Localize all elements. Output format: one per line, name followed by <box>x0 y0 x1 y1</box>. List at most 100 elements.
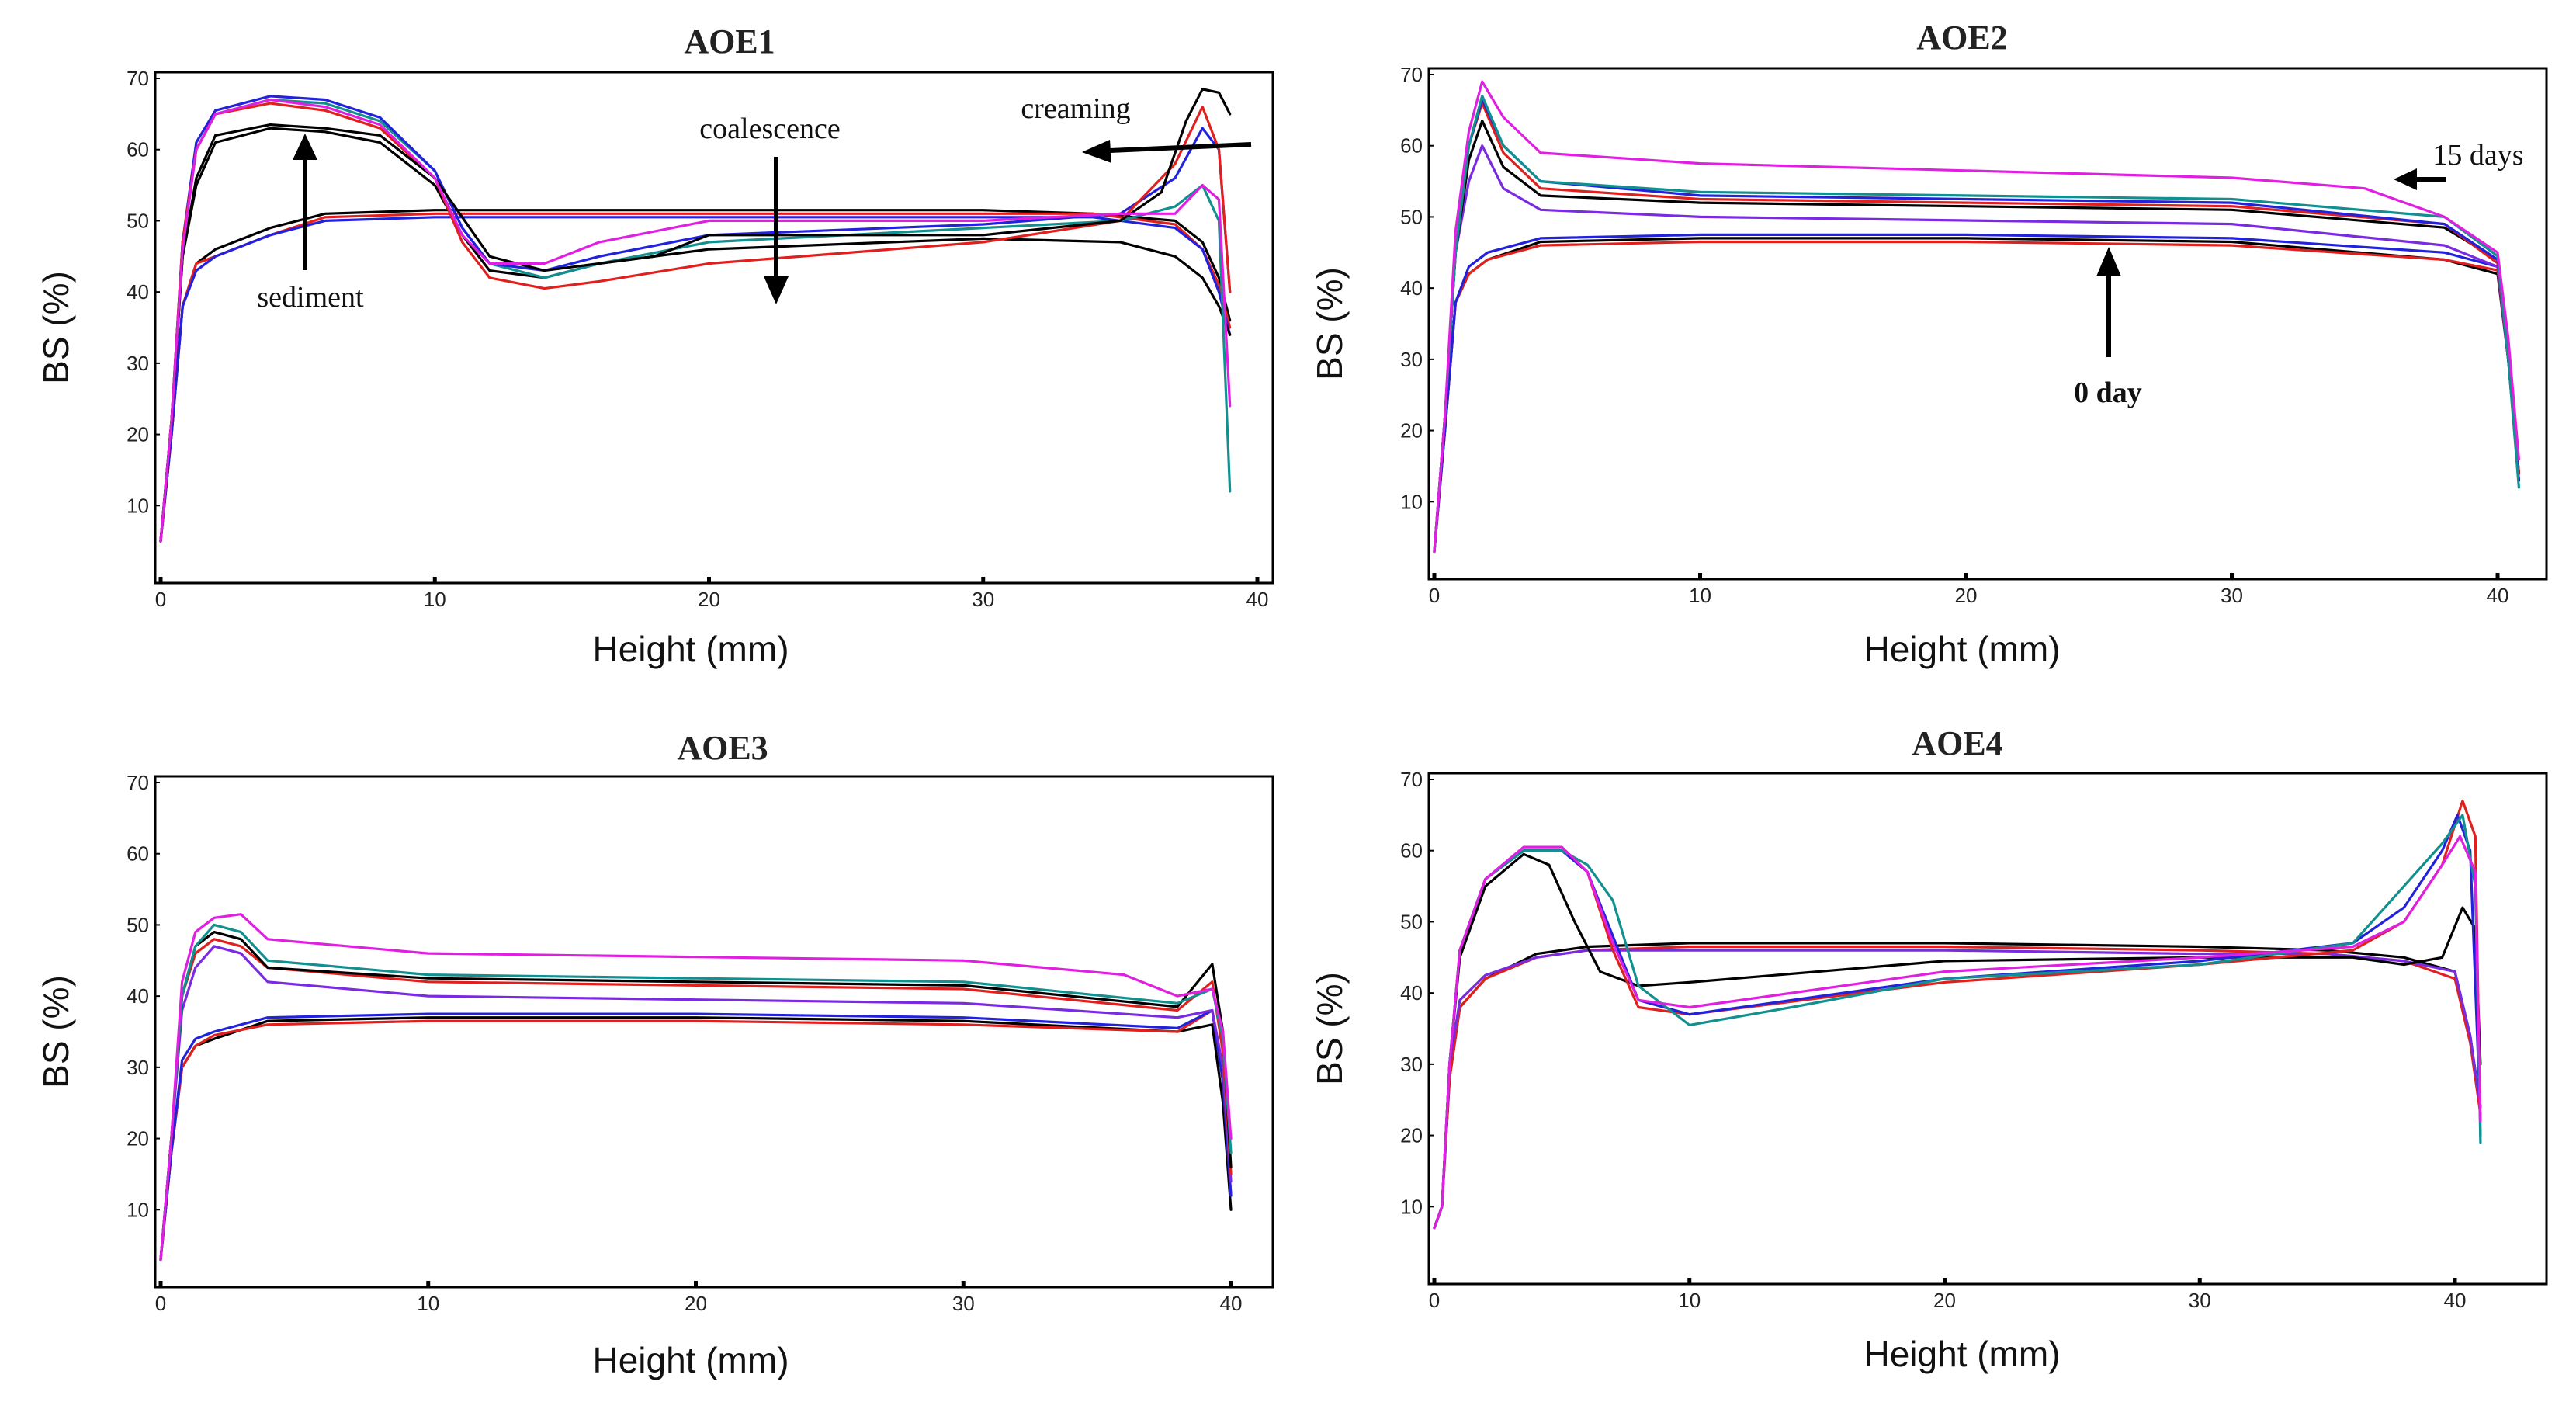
y-tick-label: 10 <box>1400 1195 1423 1218</box>
series-line <box>159 98 1232 543</box>
x-tick-label: 0 <box>1429 1289 1440 1312</box>
series-line <box>1433 835 2482 1230</box>
y-tick-label: 20 <box>1400 419 1423 442</box>
x-tick-group: 0 10 20 30 40 <box>155 577 1269 611</box>
y-tick-group: 10 20 30 40 50 60 70 <box>127 771 160 1221</box>
chart-title: AOE3 <box>677 729 768 767</box>
annotation-sediment: sediment <box>257 281 364 314</box>
y-tick-label: 30 <box>127 352 149 375</box>
series-line <box>1433 949 2482 1230</box>
x-axis-label: Height (mm) <box>1864 629 2060 669</box>
0-day-arrowhead <box>2096 247 2121 276</box>
y-tick-label: 70 <box>1400 768 1423 791</box>
x-tick-label: 30 <box>2189 1289 2211 1312</box>
series-line <box>1433 852 2482 1230</box>
annotation-0-day: 0 day <box>2074 377 2142 409</box>
y-axis-label: BS (%) <box>36 975 76 1088</box>
x-axis-label: Height (mm) <box>592 1340 789 1380</box>
plot-frame <box>154 775 1274 1289</box>
x-tick-label: 0 <box>1429 584 1440 607</box>
annotation-15-days: 15 days <box>2432 139 2523 172</box>
sediment-arrowhead <box>293 134 317 160</box>
series-line <box>1433 98 2520 554</box>
y-tick-label: 70 <box>1400 63 1423 86</box>
y-tick-label: 40 <box>1400 276 1423 300</box>
y-tick-label: 60 <box>127 842 149 866</box>
chart-title: AOE4 <box>1912 724 2002 762</box>
series-line <box>159 1016 1233 1262</box>
series-line <box>159 945 1233 1262</box>
coalescence-arrowhead <box>764 276 789 304</box>
x-tick-label: 0 <box>155 588 166 611</box>
y-tick-label: 10 <box>127 1198 149 1221</box>
x-tick-label: 30 <box>952 1292 975 1315</box>
series-line <box>1433 94 2520 554</box>
x-tick-label: 20 <box>1933 1289 1956 1312</box>
y-tick-label: 50 <box>127 209 149 232</box>
series-line <box>159 127 1232 543</box>
series-line <box>159 88 1232 543</box>
chart-panel-aoe2: AOE2 10 20 30 40 50 60 70 0 10 20 30 40 BS (%) Hei… <box>1309 19 2548 669</box>
series-line <box>1433 240 2520 554</box>
chart-title: AOE1 <box>684 23 775 61</box>
x-tick-label: 10 <box>1689 584 1711 607</box>
y-tick-label: 70 <box>127 771 149 794</box>
series-line <box>159 930 1233 1262</box>
series-line <box>159 923 1233 1262</box>
series-line <box>1433 799 2482 1230</box>
series-line <box>1433 942 2482 1230</box>
plot-series-group <box>1433 80 2520 554</box>
x-tick-label: 40 <box>2444 1289 2467 1312</box>
x-tick-label: 10 <box>1678 1289 1701 1312</box>
plot-series-group <box>1433 799 2482 1230</box>
y-tick-label: 50 <box>1400 205 1423 228</box>
series-line <box>159 913 1233 1262</box>
series-line <box>1433 233 2520 554</box>
annotation-coalescence: coalescence <box>699 113 840 145</box>
y-tick-group: 10 20 30 40 50 60 70 <box>127 67 160 517</box>
15-days-arrowhead <box>2394 168 2417 190</box>
y-tick-label: 10 <box>127 494 149 517</box>
x-tick-label: 20 <box>1955 584 1978 607</box>
y-tick-label: 20 <box>127 1127 149 1150</box>
y-tick-label: 10 <box>1400 490 1423 513</box>
series-line <box>1433 814 2482 1230</box>
x-tick-label: 40 <box>1246 588 1269 611</box>
x-tick-label: 40 <box>2487 584 2509 607</box>
annotation-creaming: creaming <box>1021 92 1130 125</box>
series-line <box>1433 80 2520 554</box>
series-line <box>1433 814 2482 1230</box>
chart-panel-aoe1: AOE1 10 20 30 40 50 60 70 0 10 20 30 40 BS (%) Hei… <box>36 23 1274 669</box>
y-tick-label: 40 <box>127 280 149 304</box>
series-line <box>159 212 1232 543</box>
y-tick-label: 30 <box>1400 1053 1423 1076</box>
plot-frame <box>1427 772 2548 1286</box>
series-line <box>159 1008 1233 1262</box>
y-axis-label: BS (%) <box>1309 267 1350 380</box>
x-axis-label: Height (mm) <box>592 629 789 669</box>
series-line <box>159 102 1232 543</box>
x-axis-label: Height (mm) <box>1864 1334 2060 1374</box>
series-line <box>159 98 1232 543</box>
chart-title: AOE2 <box>1916 19 2007 57</box>
y-tick-label: 30 <box>127 1056 149 1079</box>
x-tick-label: 30 <box>2221 584 2243 607</box>
y-tick-label: 40 <box>127 984 149 1008</box>
y-tick-label: 70 <box>127 67 149 90</box>
y-tick-label: 60 <box>127 138 149 161</box>
x-tick-label: 10 <box>417 1292 439 1315</box>
plot-frame <box>1427 67 2548 581</box>
y-tick-group: 10 20 30 40 50 60 70 <box>1400 63 1434 513</box>
series-line <box>159 209 1232 543</box>
y-tick-label: 20 <box>127 423 149 446</box>
series-line <box>1433 945 2482 1230</box>
y-tick-group: 10 20 30 40 50 60 70 <box>1400 768 1434 1218</box>
series-line <box>159 216 1232 543</box>
y-axis-label: BS (%) <box>1309 972 1350 1085</box>
x-tick-label: 20 <box>685 1292 707 1315</box>
x-tick-group: 0 10 20 30 40 <box>155 1281 1243 1315</box>
x-tick-label: 40 <box>1220 1292 1243 1315</box>
y-tick-label: 30 <box>1400 348 1423 371</box>
plot-frame <box>154 71 1274 585</box>
